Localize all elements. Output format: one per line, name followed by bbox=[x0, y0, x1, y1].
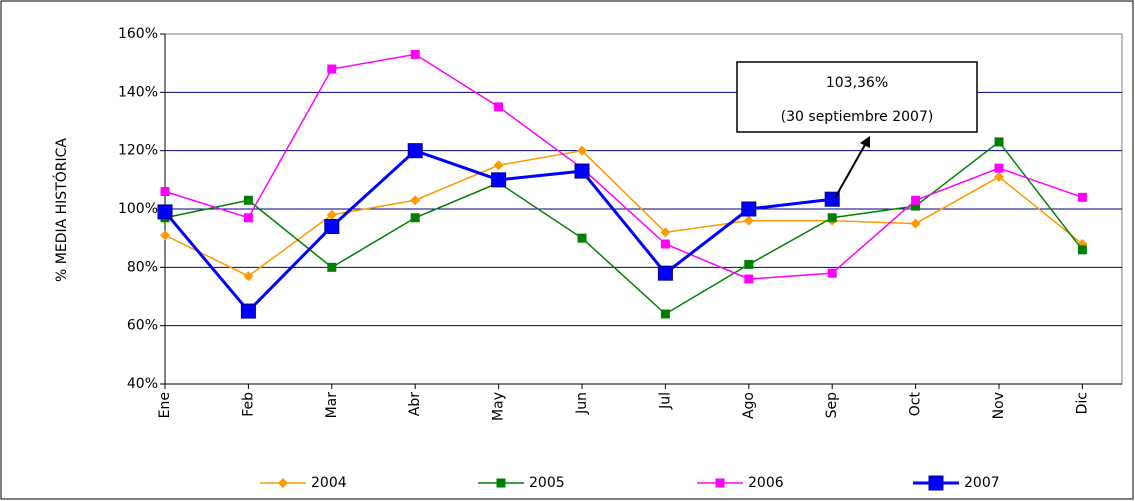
legend-marker bbox=[715, 478, 725, 488]
annotation-arrow bbox=[834, 142, 867, 199]
point bbox=[410, 49, 420, 59]
point bbox=[327, 262, 337, 272]
point bbox=[743, 215, 754, 226]
point bbox=[326, 209, 337, 220]
legend-label: 2007 bbox=[964, 475, 1000, 491]
point bbox=[243, 271, 254, 282]
point bbox=[744, 259, 754, 269]
x-tick-label: Jun bbox=[574, 392, 590, 415]
point bbox=[491, 172, 507, 188]
annotation-text: (30 septiembre 2007) bbox=[781, 109, 934, 125]
point bbox=[994, 163, 1004, 173]
point bbox=[660, 227, 671, 238]
point bbox=[660, 239, 670, 249]
point bbox=[160, 230, 170, 241]
annotation-box bbox=[736, 61, 978, 133]
y-tick-label: 140% bbox=[118, 84, 158, 100]
x-tick-label: Ago bbox=[741, 392, 757, 419]
point bbox=[243, 195, 253, 205]
y-tick-label: 160% bbox=[118, 26, 158, 42]
point bbox=[407, 143, 423, 159]
x-tick-label: Ene bbox=[157, 392, 173, 418]
point bbox=[827, 268, 837, 278]
series-line bbox=[164, 149, 1083, 277]
point bbox=[1077, 245, 1087, 255]
point bbox=[577, 145, 587, 156]
legend-marker bbox=[496, 478, 506, 488]
x-tick-label: Oct bbox=[908, 392, 924, 417]
x-tick-label: May bbox=[491, 392, 507, 421]
x-tick-label: Dic bbox=[1074, 392, 1090, 414]
legend-label: 2006 bbox=[748, 475, 784, 491]
point bbox=[243, 213, 253, 223]
point bbox=[1077, 192, 1087, 202]
y-tick-label: 80% bbox=[127, 259, 158, 275]
point bbox=[157, 204, 173, 220]
x-tick-label: Feb bbox=[240, 392, 256, 417]
x-tick-label: Sep bbox=[824, 392, 840, 419]
legend-label: 2005 bbox=[529, 475, 565, 491]
point bbox=[657, 265, 673, 281]
point bbox=[910, 218, 921, 229]
point bbox=[911, 195, 921, 205]
x-tick-label: Nov bbox=[991, 392, 1007, 419]
x-tick-label: Mar bbox=[324, 392, 340, 419]
point bbox=[577, 233, 587, 243]
point bbox=[574, 163, 590, 179]
annotation-text: 103,36% bbox=[826, 75, 888, 91]
point bbox=[324, 219, 340, 234]
point bbox=[660, 309, 670, 319]
legend-marker bbox=[278, 478, 288, 488]
point bbox=[994, 171, 1004, 182]
point bbox=[493, 160, 504, 171]
point bbox=[827, 213, 837, 223]
point bbox=[410, 213, 420, 223]
point bbox=[160, 187, 170, 196]
y-tick-label: 120% bbox=[118, 143, 158, 159]
annotation-arrowhead bbox=[860, 136, 870, 148]
series-line bbox=[164, 53, 1083, 280]
point bbox=[494, 102, 504, 112]
legend-label: 2004 bbox=[311, 475, 347, 491]
x-tick-label: Jul bbox=[657, 392, 673, 410]
point bbox=[410, 195, 421, 206]
y-axis-label: % MEDIA HISTÓRICA bbox=[52, 138, 70, 282]
point bbox=[327, 64, 337, 74]
y-tick-label: 60% bbox=[127, 318, 158, 334]
legend-marker bbox=[928, 475, 944, 491]
y-tick-label: 40% bbox=[127, 376, 158, 392]
x-tick-label: Abr bbox=[407, 392, 423, 416]
point bbox=[744, 274, 754, 284]
point bbox=[741, 201, 757, 217]
point bbox=[994, 137, 1004, 147]
point bbox=[240, 303, 256, 319]
y-tick-label: 100% bbox=[118, 201, 158, 217]
